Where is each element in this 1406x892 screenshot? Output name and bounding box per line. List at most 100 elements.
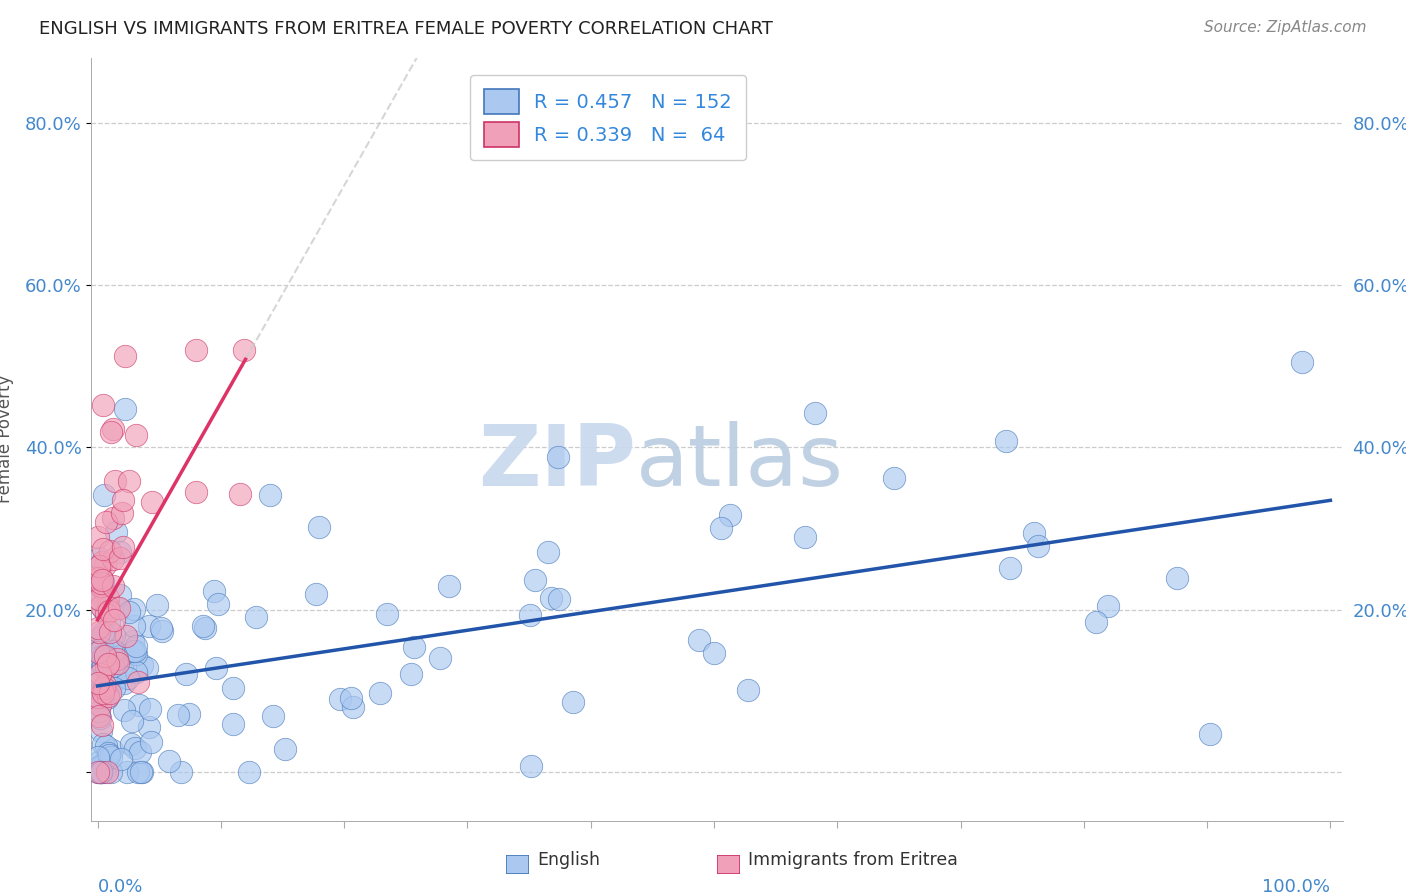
Point [718,508,741,523]
Point [90,682,112,697]
Point [259,488,281,502]
Text: 0.0%: 0.0% [97,878,143,892]
Point [103,644,125,658]
Point [1097,599,1119,614]
Point [93,681,115,695]
Point [87,649,110,664]
Point [91,686,114,700]
Point [124,643,146,657]
Point [141,495,163,509]
Point [994,434,1017,448]
Point [547,592,569,607]
Point [139,735,162,749]
Point [229,487,252,501]
Point [110,752,132,766]
Point [520,758,543,772]
Point [91,641,114,656]
Point [87,704,110,718]
Point [90,724,112,739]
Point [87,622,110,636]
Point [540,591,562,606]
Point [87,760,110,774]
Point [121,714,143,729]
Point [703,646,725,660]
Point [191,619,214,633]
Point [87,591,110,606]
Point [96,691,118,706]
Point [91,627,114,641]
Point [100,631,122,645]
Point [167,708,190,723]
Point [1291,354,1313,368]
Legend: R = 0.457   N = 152, R = 0.339   N =  64: R = 0.457 N = 152, R = 0.339 N = 64 [470,75,745,161]
Point [90,576,112,591]
Point [562,696,585,710]
Point [97,651,120,665]
Point [117,764,139,779]
Point [90,579,112,593]
Point [110,588,132,602]
Point [150,624,173,639]
Point [101,511,124,525]
Point [89,592,111,607]
Point [305,587,328,601]
Point [90,599,112,613]
Text: ENGLISH VS IMMIGRANTS FROM ERITREA FEMALE POVERTY CORRELATION CHART: ENGLISH VS IMMIGRANTS FROM ERITREA FEMAL… [39,20,773,37]
Point [404,640,426,654]
Point [129,745,152,759]
Point [136,661,159,675]
Point [100,666,122,681]
Point [94,739,117,753]
Point [91,581,114,595]
Point [688,632,710,647]
Point [94,686,117,700]
Point [98,615,121,630]
Point [97,604,120,618]
Point [110,551,132,566]
Point [112,702,135,716]
Point [94,678,117,692]
Point [93,541,115,556]
Point [89,698,111,712]
Point [128,698,150,713]
Point [97,600,120,615]
Point [1022,525,1045,540]
Point [131,764,153,779]
Point [342,700,364,714]
Point [124,647,146,661]
Point [238,764,260,779]
FancyBboxPatch shape [717,855,740,874]
Point [87,530,110,544]
Point [94,648,117,663]
Point [1199,727,1222,741]
Point [87,624,110,639]
Point [114,401,136,416]
Point [399,666,422,681]
Point [87,749,110,764]
Point [139,701,162,715]
Point [98,543,121,558]
Point [194,621,217,635]
Point [100,642,122,657]
Point [89,630,111,644]
Point [375,607,398,621]
Point [91,574,114,588]
Point [537,544,560,558]
Point [232,343,254,357]
Point [87,764,110,779]
Point [87,693,110,707]
Point [104,524,127,539]
Point [98,748,121,763]
Point [91,758,114,772]
Point [1085,615,1108,629]
Point [262,709,284,723]
Point [138,618,160,632]
Point [103,613,125,627]
Point [94,660,117,674]
Point [90,718,112,732]
FancyBboxPatch shape [506,855,529,874]
Point [122,633,145,648]
Point [437,579,460,593]
Point [89,667,111,681]
Point [205,661,228,675]
